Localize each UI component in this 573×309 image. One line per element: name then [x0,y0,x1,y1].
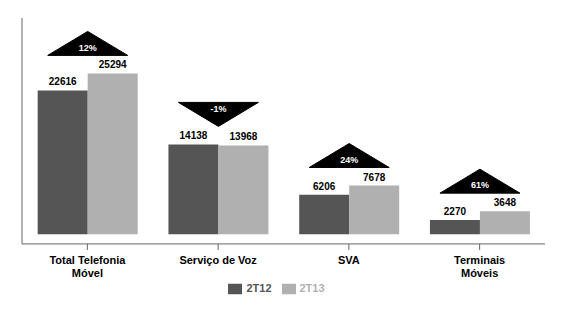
svg-text:3648: 3648 [494,197,517,208]
svg-text:14138: 14138 [180,130,208,141]
html-text:2T13: 2T13 [299,281,325,294]
svg-text:6206: 6206 [313,181,336,192]
svg-text:SVA: SVA [338,254,360,266]
svg-text:Serviço de Voz: Serviço de Voz [179,254,257,266]
svg-text:25294: 25294 [99,59,127,70]
svg-text:2270: 2270 [444,206,467,217]
svg-text:61%: 61% [471,180,489,190]
svg-text:12%: 12% [79,43,97,53]
svg-text:Total TelefoniaMóvel: Total TelefoniaMóvel [49,254,126,279]
svg-text:TerminaisMóveis: TerminaisMóveis [454,254,505,279]
svg-text:7678: 7678 [363,172,386,183]
svg-text:24%: 24% [340,155,358,165]
svg-text:22616: 22616 [49,76,77,87]
svg-text:-1%: -1% [210,104,226,114]
svg-text:13968: 13968 [230,131,258,142]
html-text:2T12: 2T12 [246,281,272,294]
